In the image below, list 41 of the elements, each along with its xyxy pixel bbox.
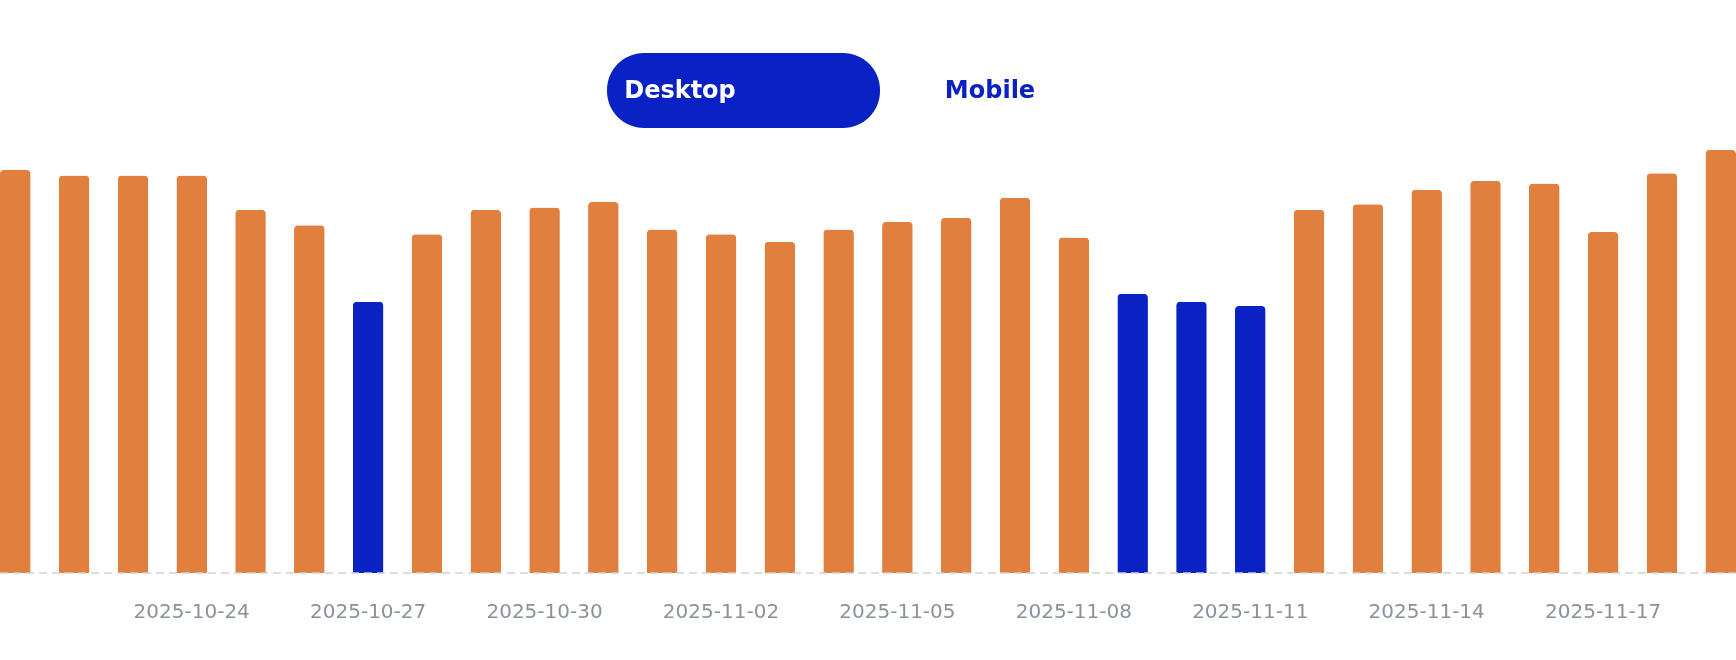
bar (1352, 204, 1384, 573)
bar (999, 197, 1031, 573)
x-tick-label: 2025-11-11 (1192, 598, 1309, 623)
bar (940, 217, 972, 573)
bar (882, 221, 913, 573)
bar (1293, 209, 1325, 573)
text: Desktop (624, 76, 736, 104)
bar (1058, 237, 1090, 573)
bar (1470, 180, 1501, 573)
bar (1646, 173, 1678, 573)
bar (235, 209, 266, 573)
bar (117, 175, 149, 573)
x-tick-label: 2025-10-24 (133, 598, 250, 623)
bar (352, 301, 384, 573)
x-tick-label: 2025-11-08 (1015, 598, 1132, 623)
x-tick-label: 2025-11-17 (1544, 598, 1662, 623)
bar (1705, 150, 1736, 573)
bar (1117, 293, 1148, 573)
bar (529, 207, 560, 573)
x-tick-label: 2025-10-30 (486, 598, 603, 623)
x-tick-label: 2025-11-14 (1368, 598, 1485, 623)
bar (294, 225, 325, 573)
bar (411, 234, 443, 573)
bar (823, 229, 854, 573)
text: Mobile (944, 76, 1036, 104)
bar (58, 175, 90, 573)
bar (646, 229, 678, 573)
bar (764, 241, 796, 573)
bar (470, 209, 502, 573)
bar (1176, 301, 1207, 573)
bar (705, 234, 737, 573)
x-tick-label: 2025-11-05 (839, 598, 956, 623)
bar (1529, 183, 1560, 573)
bar (0, 169, 31, 573)
bar (1411, 189, 1442, 573)
x-tick-label: 2025-10-27 (310, 598, 427, 623)
x-tick-label: 2025-11-02 (662, 598, 780, 623)
bar (1234, 306, 1266, 573)
bar (1587, 232, 1619, 573)
bar (588, 202, 619, 573)
bar (176, 175, 207, 573)
